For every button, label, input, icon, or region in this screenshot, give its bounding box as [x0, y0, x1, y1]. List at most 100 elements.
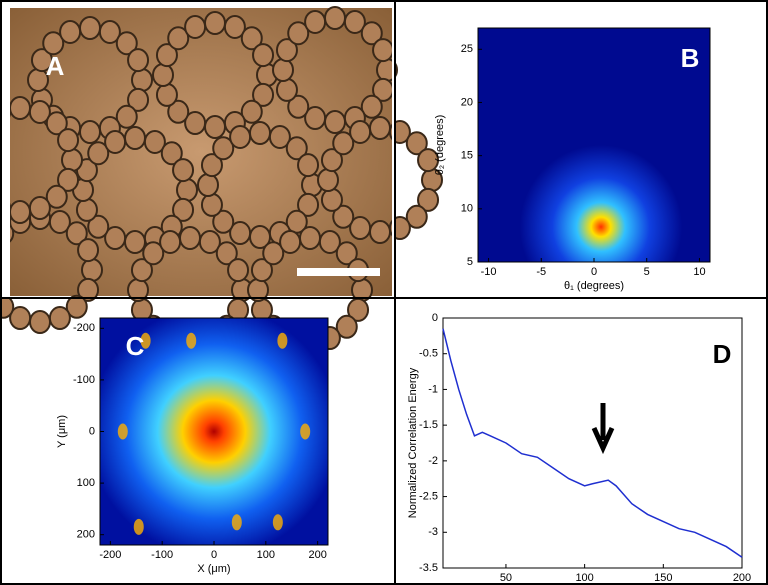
y-tick-label: 15 — [461, 150, 473, 162]
cell — [127, 87, 150, 112]
cell — [160, 141, 183, 166]
cell — [29, 310, 51, 334]
cell — [320, 148, 343, 173]
cell — [223, 14, 246, 39]
y-tick-label: -1.5 — [419, 419, 438, 431]
cell — [172, 158, 195, 183]
cell — [77, 238, 100, 263]
peak — [117, 423, 128, 440]
cell — [297, 192, 320, 217]
cell — [275, 77, 298, 102]
y-tick-label: -200 — [73, 322, 95, 334]
y-tick-label: 0 — [89, 425, 95, 437]
cell — [59, 19, 82, 44]
cell — [252, 43, 275, 68]
x-axis-label: θ₁ (degrees) — [564, 280, 624, 292]
x-tick-label: 50 — [500, 572, 512, 584]
y-tick-label: 10 — [461, 203, 473, 215]
y-tick-label: 0 — [432, 312, 438, 324]
y-axis-label: Y (μm) — [56, 415, 68, 448]
cell — [417, 187, 440, 212]
y-axis-label: Normalized Correlation Energy — [407, 367, 419, 518]
cell — [124, 230, 146, 254]
cell — [48, 306, 71, 331]
cell — [360, 94, 383, 119]
x-tick-label: 10 — [693, 266, 705, 278]
cell — [167, 99, 190, 124]
arrow — [591, 403, 615, 455]
y-tick-label: -0.5 — [419, 348, 438, 360]
y-tick-label: 5 — [467, 256, 473, 268]
x-tick-label: 100 — [575, 572, 593, 584]
peak — [231, 514, 242, 531]
x-tick-label: 5 — [644, 266, 650, 278]
x-tick-label: 0 — [211, 549, 217, 561]
panel-label: B — [681, 43, 700, 73]
cell — [155, 82, 178, 107]
x-tick-label: 200 — [733, 572, 751, 584]
cell — [272, 58, 294, 82]
cell — [252, 82, 275, 107]
cell — [152, 63, 174, 87]
y-tick-label: -2.5 — [419, 490, 438, 502]
cell — [317, 168, 339, 192]
cell — [320, 187, 343, 212]
cell — [349, 216, 372, 241]
scale-bar — [297, 268, 380, 276]
x-tick-label: -100 — [151, 549, 173, 561]
y-tick-label: 100 — [77, 477, 95, 489]
y-tick-label: -2 — [428, 455, 438, 467]
cell — [200, 192, 223, 217]
cell — [124, 126, 146, 150]
cell — [324, 6, 346, 30]
cell — [240, 26, 263, 51]
x-tick-label: 150 — [654, 572, 672, 584]
y-tick-label: 200 — [77, 529, 95, 541]
cell — [81, 258, 103, 282]
cell — [332, 131, 355, 156]
cell — [130, 258, 153, 283]
peak — [140, 332, 151, 349]
cell — [405, 204, 428, 229]
cell — [142, 241, 165, 266]
cell — [104, 226, 127, 251]
cell — [249, 121, 271, 145]
y-tick-label: -3.5 — [419, 562, 438, 574]
cell — [184, 14, 207, 39]
cell — [115, 31, 138, 56]
cell — [79, 16, 101, 40]
peak — [133, 518, 144, 535]
cell — [79, 120, 101, 144]
cell — [262, 241, 285, 266]
panel-label: D — [713, 339, 732, 369]
cell — [324, 110, 346, 134]
cell — [215, 241, 238, 266]
cell — [143, 129, 166, 154]
cell — [57, 167, 80, 192]
cell — [48, 209, 71, 234]
cell — [131, 68, 153, 92]
cell — [98, 19, 121, 44]
cell — [304, 9, 327, 34]
cell — [198, 229, 221, 254]
cell — [200, 153, 223, 178]
cell — [155, 43, 178, 68]
x-tick-label: -200 — [99, 549, 121, 561]
cell — [9, 306, 32, 331]
cell — [87, 141, 110, 166]
cell — [304, 106, 327, 131]
heatmap — [478, 28, 710, 262]
x-tick-label: 100 — [257, 549, 275, 561]
cell — [45, 111, 68, 136]
cell — [268, 124, 291, 149]
y-axis-label: θ₂ (degrees) — [434, 115, 446, 176]
cell — [204, 115, 226, 139]
cell — [167, 26, 190, 51]
photo-mask — [0, 0, 10, 298]
cell — [335, 241, 358, 266]
cell — [28, 196, 51, 221]
y-tick-label: -1 — [428, 383, 438, 395]
cell — [172, 197, 195, 222]
cell — [57, 128, 80, 153]
cell — [360, 21, 383, 46]
